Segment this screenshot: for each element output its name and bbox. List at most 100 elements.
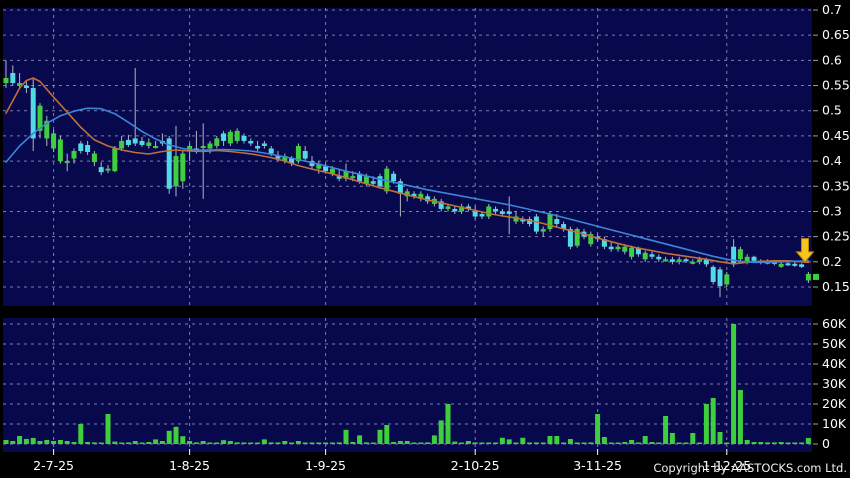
volume-bar xyxy=(465,441,471,444)
candle-body xyxy=(261,143,267,146)
candle-body xyxy=(166,138,172,189)
volume-bar xyxy=(282,441,288,444)
candle-body xyxy=(649,254,655,257)
candle-body xyxy=(357,173,363,182)
volume-bar xyxy=(459,442,465,444)
candle-body xyxy=(98,167,104,173)
volume-bar xyxy=(98,442,104,444)
volume-bar xyxy=(615,442,621,444)
ma-fast-line xyxy=(5,77,810,265)
candle-body xyxy=(669,259,675,262)
volume-bar xyxy=(479,442,485,444)
volume-bar xyxy=(771,442,777,444)
candle-body xyxy=(615,246,621,250)
candle-body xyxy=(697,259,703,262)
price-axis-label: 0.25 xyxy=(822,229,850,244)
volume-bar xyxy=(595,414,601,444)
volume-bar xyxy=(275,442,281,444)
volume-bar xyxy=(309,442,315,444)
candle-body xyxy=(255,145,261,149)
candle-body xyxy=(227,131,233,144)
volume-bar xyxy=(751,442,757,444)
candle-body xyxy=(805,273,811,281)
volume-bar xyxy=(527,442,533,444)
candle-body xyxy=(622,246,628,252)
volume-bar xyxy=(248,442,254,444)
volume-bar xyxy=(724,442,730,444)
candle-body xyxy=(527,219,533,225)
volume-bar xyxy=(139,442,145,444)
volume-bar xyxy=(608,442,614,444)
candle-body xyxy=(792,263,798,266)
volume-bar xyxy=(663,416,669,444)
volume-bar xyxy=(506,439,512,444)
volume-bar xyxy=(112,441,118,444)
price-axis-label: 0.4 xyxy=(822,153,842,168)
volume-bar xyxy=(125,442,131,444)
volume-bar xyxy=(64,441,70,444)
volume-bar xyxy=(737,390,743,444)
volume-bar xyxy=(316,442,322,444)
candle-body xyxy=(119,140,125,149)
candle-body xyxy=(214,138,220,146)
volume-bar xyxy=(472,442,478,444)
candle-body xyxy=(248,140,254,144)
candle-body xyxy=(547,213,553,230)
candle-body xyxy=(397,181,403,194)
candle-body xyxy=(690,261,696,264)
candle-body xyxy=(404,191,410,197)
candle-body xyxy=(350,176,356,179)
candle-body xyxy=(635,247,641,255)
candle-body xyxy=(85,144,91,153)
volume-bar xyxy=(370,442,376,444)
volume-bar xyxy=(180,436,186,444)
volume-bar xyxy=(105,414,111,444)
volume-bar xyxy=(805,438,811,444)
candle-body xyxy=(629,247,635,257)
volume-bar xyxy=(384,425,390,444)
candle-body xyxy=(574,229,580,246)
price-axis-label: 0.3 xyxy=(822,203,842,218)
volume-bar xyxy=(792,442,798,444)
volume-bar xyxy=(336,442,342,444)
candle-body xyxy=(506,211,512,214)
candle-body xyxy=(71,151,77,159)
copyright-notice: Copyright by AASTOCKS.com Ltd. xyxy=(653,461,847,475)
candle-body xyxy=(533,216,539,232)
candle-body xyxy=(472,211,478,217)
candle-body xyxy=(295,145,301,162)
volume-bar xyxy=(669,433,675,444)
date-label: 2-10-25 xyxy=(451,458,500,473)
volume-bar xyxy=(431,435,437,444)
volume-bar xyxy=(581,442,587,444)
volume-bar xyxy=(744,440,750,444)
candle-body xyxy=(778,263,784,267)
volume-bar xyxy=(642,436,648,444)
candle-body xyxy=(656,256,662,260)
candle-body xyxy=(64,161,70,164)
volume-bar xyxy=(404,441,410,444)
candle-body xyxy=(499,211,505,214)
volume-bar xyxy=(425,442,431,444)
volume-bar xyxy=(207,442,213,444)
candle-body xyxy=(683,259,689,262)
volume-bar xyxy=(656,442,662,444)
candle-body xyxy=(343,171,349,179)
candle-body xyxy=(731,246,737,265)
volume-bar xyxy=(629,440,635,444)
price-axis-label: 0.6 xyxy=(822,52,842,67)
candle-body xyxy=(132,138,138,144)
volume-bar xyxy=(187,441,193,444)
volume-axis-label: 30K xyxy=(822,376,847,391)
volume-bar xyxy=(635,442,641,444)
volume-bar xyxy=(227,441,233,444)
candle-body xyxy=(207,143,213,149)
price-axis-label: 0.65 xyxy=(822,27,850,42)
date-label: 3-11-25 xyxy=(573,458,622,473)
volume-bar xyxy=(785,442,791,444)
price-axis-label: 0.35 xyxy=(822,178,850,193)
volume-axis-label: 60K xyxy=(822,316,847,331)
candle-body xyxy=(418,193,424,199)
candle-body xyxy=(554,219,560,225)
